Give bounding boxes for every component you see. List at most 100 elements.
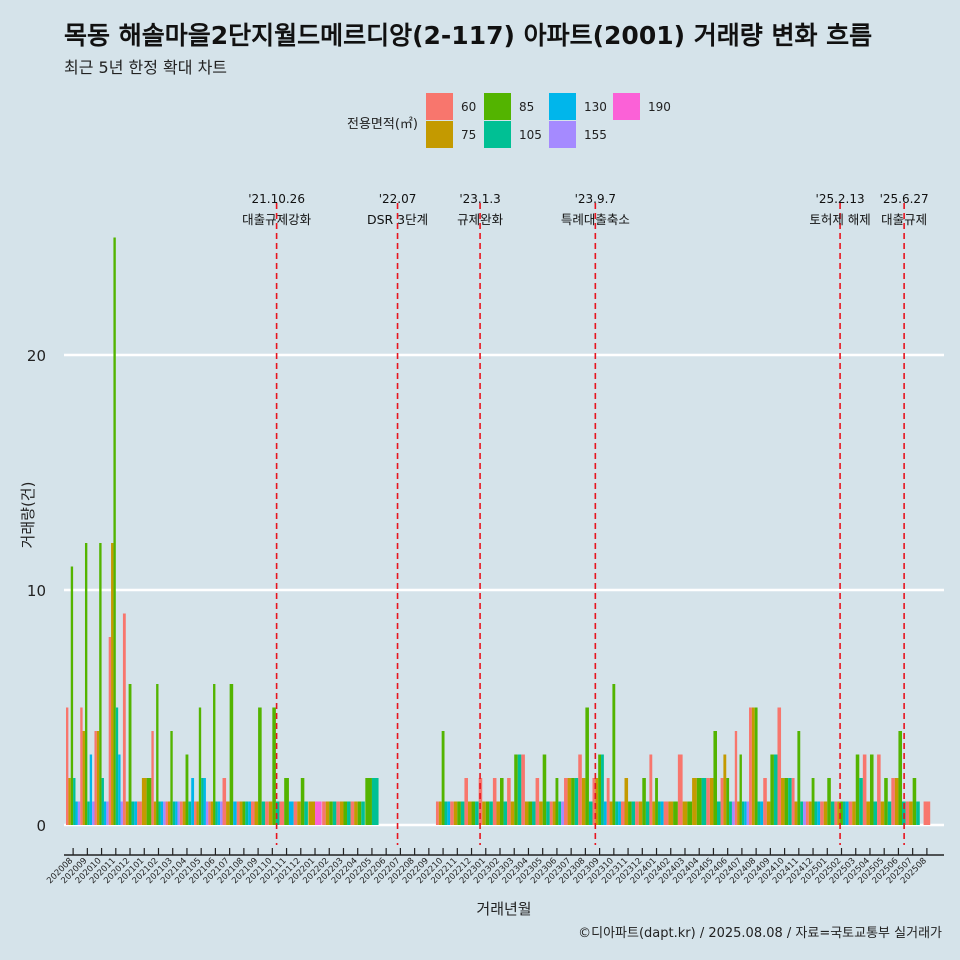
bar-202301-85 (485, 801, 490, 825)
bar-202402-60 (663, 801, 669, 825)
bar-202504-75 (866, 801, 870, 825)
bar-202009-105 (87, 801, 90, 825)
bar-202010-155 (106, 801, 109, 825)
bar-202409-85 (770, 754, 774, 825)
bar-202303-85 (514, 754, 518, 825)
bar-202101-85 (146, 778, 152, 825)
bar-202212-105 (475, 801, 479, 825)
legend: 전용면적(㎡) 60 75 85 105 130 155 190 (347, 93, 671, 148)
bar-202105-75 (196, 801, 199, 825)
bar-202403-75 (682, 801, 688, 825)
bar-202204-105 (361, 801, 365, 825)
bar-202307-85 (571, 778, 575, 825)
bar-202102-105 (158, 801, 161, 825)
bar-202211-105 (460, 801, 465, 825)
event-label-4: 토허제 해제 (809, 212, 870, 227)
bar-202503-75 (852, 801, 856, 825)
grid-lines (64, 353, 944, 827)
bar-202301-60 (478, 778, 483, 825)
legend-label-85: 85 (519, 100, 534, 114)
bar-202405-85 (713, 731, 717, 825)
bar-202203-60 (336, 801, 340, 825)
bar-202406-60 (720, 778, 724, 825)
bar-202410-60 (777, 707, 782, 825)
bar-202109-60 (250, 801, 255, 825)
bar-202210-60 (435, 801, 439, 825)
bar-202010-105 (101, 778, 104, 825)
bar-202106-60 (208, 801, 211, 825)
bar-202507-85 (912, 778, 917, 825)
bar-202307-105 (574, 778, 579, 825)
bar-202210-85 (441, 731, 445, 825)
bar-202104-60 (179, 801, 183, 825)
bar-202203-105 (347, 801, 351, 825)
bar-202504-85 (869, 754, 874, 825)
bar-202101-60 (137, 801, 142, 825)
bar-202106-75 (210, 801, 214, 825)
bar-202302-60 (492, 778, 497, 825)
y-tick-label-20: 20 (27, 347, 46, 365)
bar-202305-75 (539, 801, 543, 825)
bar-202306-75 (552, 801, 556, 825)
bar-202306-60 (549, 801, 553, 825)
bar-202103-75 (167, 801, 171, 825)
bar-202009-60 (80, 707, 83, 825)
bar-202312-85 (642, 778, 646, 825)
bar-202508-60 (923, 801, 931, 825)
bar-202106-85 (213, 684, 216, 825)
bar-202401-105 (657, 801, 661, 825)
bar-202309-85 (598, 754, 602, 825)
bar-202102-130 (160, 801, 164, 825)
event-date-2: '23.1.3 (459, 192, 500, 206)
legend-swatch-85 (484, 93, 511, 120)
bar-202412-75 (808, 801, 812, 825)
bar-202503-60 (848, 801, 853, 825)
bar-202102-155 (163, 801, 166, 825)
bar-202312-60 (635, 801, 639, 825)
bar-202411-155 (803, 801, 806, 825)
bar-202309-60 (592, 778, 596, 825)
bar-202105-130 (203, 778, 206, 825)
bar-202504-60 (862, 754, 867, 825)
bar-202202-60 (322, 801, 326, 825)
bar-202108-85 (242, 801, 246, 825)
bar-202402-85 (673, 801, 678, 825)
bar-202303-105 (517, 754, 522, 825)
legend-swatch-105 (484, 121, 511, 148)
bar-202009-75 (82, 731, 85, 825)
bar-202407-155 (746, 801, 750, 825)
bar-202501-75 (823, 801, 828, 825)
bar-202503-85 (855, 754, 860, 825)
bar-202502-85 (840, 801, 843, 825)
bar-202212-85 (471, 801, 476, 825)
event-date-1: '22.07 (379, 192, 417, 206)
bar-202407-75 (737, 801, 740, 825)
event-label-0: 대출규제강화 (242, 212, 312, 227)
bar-202307-60 (564, 778, 568, 825)
bar-202103-60 (165, 801, 168, 825)
bar-202308-105 (588, 801, 593, 825)
bar-202112-85 (300, 778, 305, 825)
bar-202008-75 (68, 778, 71, 825)
y-tick-label-0: 0 (36, 817, 46, 835)
bar-202212-75 (467, 801, 472, 825)
bar-202404-85 (696, 778, 702, 825)
legend-swatch-155 (549, 121, 576, 148)
bar-202306-155 (561, 801, 565, 825)
bar-202205-85 (365, 778, 372, 825)
bar-202312-105 (645, 801, 650, 825)
bar-202112-75 (297, 801, 301, 825)
bar-202406-85 (726, 778, 730, 825)
bar-202010-60 (94, 731, 97, 825)
bar-202304-75 (524, 801, 529, 825)
bar-202411-85 (797, 731, 801, 825)
bar-202409-75 (766, 801, 771, 825)
bar-202111-60 (279, 801, 285, 825)
bar-202009-130 (89, 754, 93, 825)
bar-202405-105 (717, 801, 721, 825)
axes: 0102020200820200920201020201120201220210… (19, 347, 944, 918)
bar-202008-105 (73, 778, 76, 825)
bar-202408-60 (749, 707, 752, 825)
bar-202412-60 (805, 801, 809, 825)
bar-202302-105 (503, 801, 508, 825)
